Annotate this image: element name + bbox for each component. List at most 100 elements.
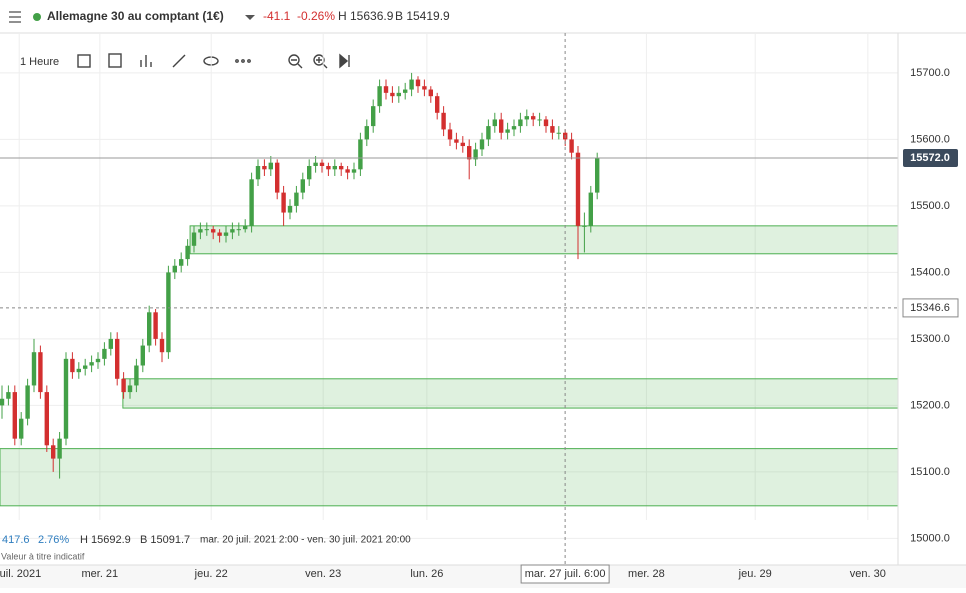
candle-body — [351, 169, 357, 173]
candle-body — [307, 166, 312, 180]
x-tick-label: mer. 28 — [628, 568, 665, 580]
change: -41.1 — [263, 9, 291, 23]
status-dot — [33, 13, 41, 21]
plot — [0, 33, 899, 565]
candle-body — [51, 445, 56, 459]
candle-body — [147, 312, 152, 346]
y-tick-label: 15700.0 — [910, 67, 950, 79]
dropdown[interactable] — [245, 15, 255, 20]
candle-body — [159, 338, 165, 353]
candle-body — [415, 79, 421, 87]
candle-body — [313, 162, 318, 166]
footer-high: H 15692.9 — [80, 534, 131, 546]
candle-body — [211, 229, 216, 233]
candle-body — [499, 119, 504, 133]
candle-body — [537, 119, 542, 121]
candle-body — [275, 162, 280, 193]
candle-body — [531, 116, 536, 120]
y-tick-label: 15000.0 — [910, 532, 950, 544]
candle-body — [223, 232, 229, 236]
candle-body — [76, 368, 81, 373]
candle-body — [127, 385, 133, 393]
candle-body — [326, 166, 331, 170]
x-tick-label: juil. 2021 — [0, 568, 41, 580]
candle-body — [255, 166, 261, 180]
candle-body — [102, 348, 107, 359]
candle-body — [518, 119, 523, 127]
candle-body — [409, 79, 414, 90]
candle-body — [25, 385, 30, 419]
candle-body — [428, 89, 433, 97]
candle-body — [262, 166, 267, 170]
candle-body — [95, 358, 101, 363]
candle-body — [57, 438, 62, 459]
candle-body — [524, 116, 529, 120]
price-label: 15572.0 — [910, 152, 950, 164]
y-tick-label: 15600.0 — [910, 133, 950, 145]
candle-body — [134, 365, 139, 386]
interval[interactable]: 1 Heure — [20, 56, 59, 68]
candle-body — [556, 132, 561, 134]
x-axis-bar — [0, 565, 966, 588]
candle-body — [121, 378, 126, 393]
x-tick-label: lun. 26 — [410, 568, 443, 580]
candle-body — [454, 139, 459, 143]
candle-body — [140, 345, 145, 366]
candle-body — [204, 229, 209, 231]
candle-body — [63, 358, 69, 439]
candle-body — [383, 86, 389, 93]
support-zone — [0, 448, 899, 507]
candle-body — [582, 225, 587, 227]
candle-body — [185, 245, 190, 260]
candle-body — [89, 362, 94, 366]
candle-body — [467, 146, 472, 160]
candle-body — [294, 192, 299, 206]
candle-body — [19, 418, 24, 439]
candle-body — [191, 232, 197, 246]
low: B 15419.9 — [395, 9, 450, 23]
x-tick-label: jeu. 22 — [194, 568, 228, 580]
candle-body — [172, 265, 177, 273]
x-tick-label: mer. 21 — [81, 568, 118, 580]
footer-change: 417.6 — [2, 534, 30, 546]
price-tag — [903, 149, 958, 168]
candle-body — [166, 272, 171, 353]
instrument-title[interactable]: Allemagne 30 au comptant (1€) — [47, 9, 224, 23]
candle-body — [441, 112, 446, 130]
candle-body — [447, 129, 453, 140]
candle-body — [569, 139, 574, 153]
crosshair-y-label: 15346.6 — [910, 302, 950, 314]
candle-body — [588, 192, 593, 226]
candle-body — [339, 166, 344, 170]
y-tick-label: 15300.0 — [910, 333, 950, 345]
candle-body — [108, 338, 113, 349]
candle-body — [83, 365, 88, 369]
candle-body — [230, 229, 235, 233]
candle-body — [0, 398, 5, 406]
footer-low: B 15091.7 — [140, 534, 190, 546]
candle-body — [390, 92, 395, 97]
candle-body — [575, 152, 581, 226]
crosshair-x-tag — [520, 564, 610, 584]
candle-body — [396, 92, 401, 97]
candle-body — [332, 166, 337, 170]
candle-body — [12, 392, 17, 439]
candle-body — [179, 259, 184, 266]
y-tick-label: 15200.0 — [910, 399, 950, 411]
y-tick-label: 15100.0 — [910, 466, 950, 478]
crosshair-x-label: mar. 27 juil. 6:00 — [525, 568, 606, 580]
candle-body — [198, 229, 203, 233]
support-zone — [122, 378, 899, 409]
candle-body — [358, 139, 363, 170]
x-tick-label: jeu. 29 — [738, 568, 772, 580]
crosshair-y-tag — [902, 298, 959, 318]
footer-note: Valeur à titre indicatif — [1, 551, 85, 561]
candle-body — [511, 126, 517, 130]
candle-body — [473, 149, 478, 160]
toolbar-icons[interactable] — [77, 53, 350, 69]
candle-body — [550, 126, 555, 133]
candle-body — [505, 129, 510, 133]
menu-icon[interactable] — [9, 11, 21, 23]
